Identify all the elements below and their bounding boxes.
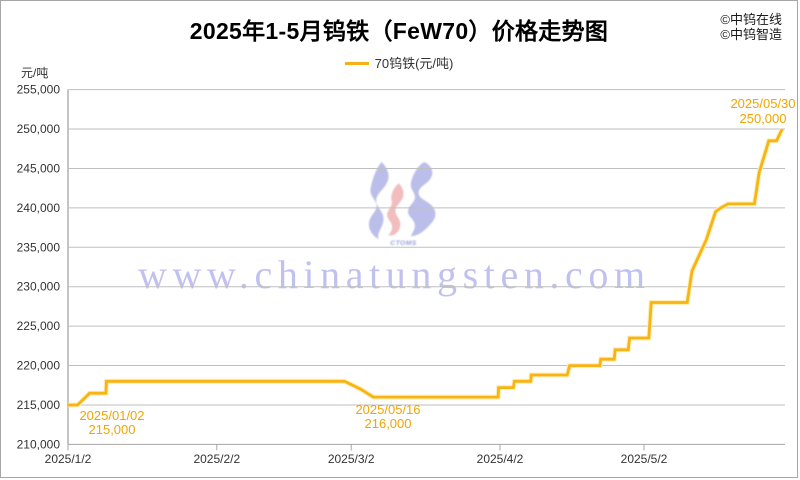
- svg-text:215,000: 215,000: [17, 398, 61, 412]
- svg-text:250,000: 250,000: [17, 122, 61, 136]
- svg-text:216,000: 216,000: [365, 416, 412, 431]
- svg-text:245,000: 245,000: [17, 161, 61, 175]
- svg-text:250,000: 250,000: [740, 111, 787, 126]
- svg-text:210,000: 210,000: [17, 437, 61, 451]
- svg-text:215,000: 215,000: [89, 422, 136, 437]
- svg-text:2025/3/2: 2025/3/2: [328, 452, 375, 466]
- svg-text:2025/05/30: 2025/05/30: [730, 96, 795, 111]
- svg-text:2025/2/2: 2025/2/2: [193, 452, 240, 466]
- svg-text:2025/1/2: 2025/1/2: [45, 452, 92, 466]
- svg-text:235,000: 235,000: [17, 240, 61, 254]
- svg-text:230,000: 230,000: [17, 280, 61, 294]
- svg-text:240,000: 240,000: [17, 201, 61, 215]
- svg-text:255,000: 255,000: [17, 83, 61, 97]
- svg-text:元/吨: 元/吨: [21, 66, 48, 80]
- svg-text:2025/05/16: 2025/05/16: [355, 402, 420, 417]
- svg-text:225,000: 225,000: [17, 319, 61, 333]
- svg-text:2025/01/02: 2025/01/02: [79, 408, 144, 423]
- svg-text:220,000: 220,000: [17, 359, 61, 373]
- svg-text:2025/5/2: 2025/5/2: [621, 452, 668, 466]
- svg-text:2025/4/2: 2025/4/2: [477, 452, 524, 466]
